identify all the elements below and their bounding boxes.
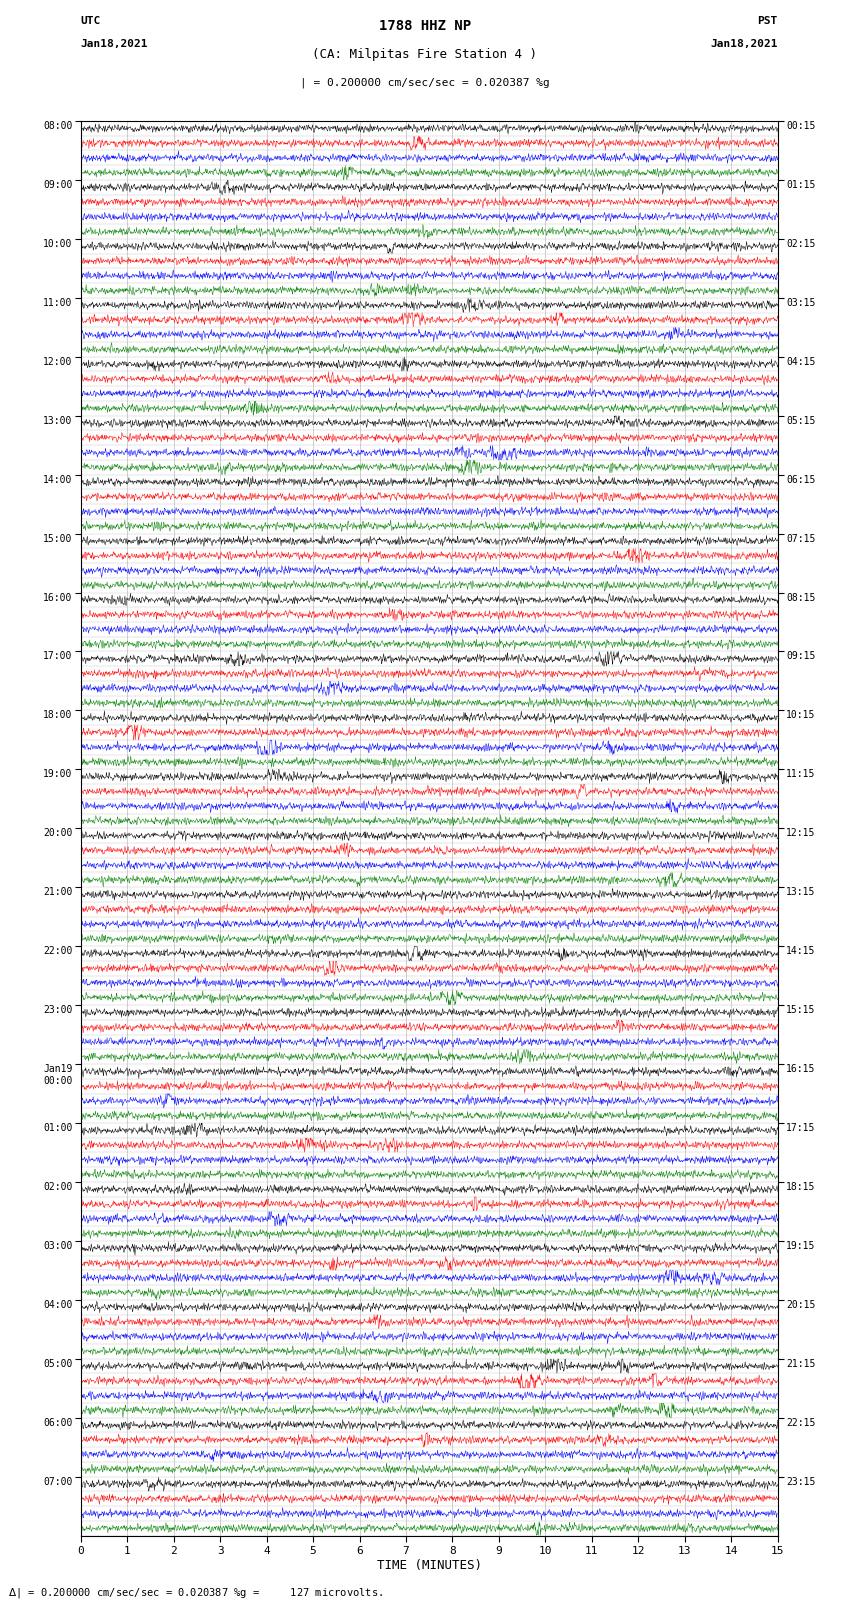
Text: Jan18,2021: Jan18,2021 [81, 39, 148, 48]
X-axis label: TIME (MINUTES): TIME (MINUTES) [377, 1558, 482, 1571]
Text: 1788 HHZ NP: 1788 HHZ NP [379, 19, 471, 34]
Text: | = 0.200000 cm/sec/sec = 0.020387 %g: | = 0.200000 cm/sec/sec = 0.020387 %g [300, 77, 550, 89]
Text: (CA: Milpitas Fire Station 4 ): (CA: Milpitas Fire Station 4 ) [313, 48, 537, 61]
Text: PST: PST [757, 16, 778, 26]
Text: Jan18,2021: Jan18,2021 [711, 39, 778, 48]
Text: $\Delta$| = 0.200000 cm/sec/sec = 0.020387 %g =     127 microvolts.: $\Delta$| = 0.200000 cm/sec/sec = 0.0203… [8, 1586, 383, 1600]
Text: UTC: UTC [81, 16, 101, 26]
